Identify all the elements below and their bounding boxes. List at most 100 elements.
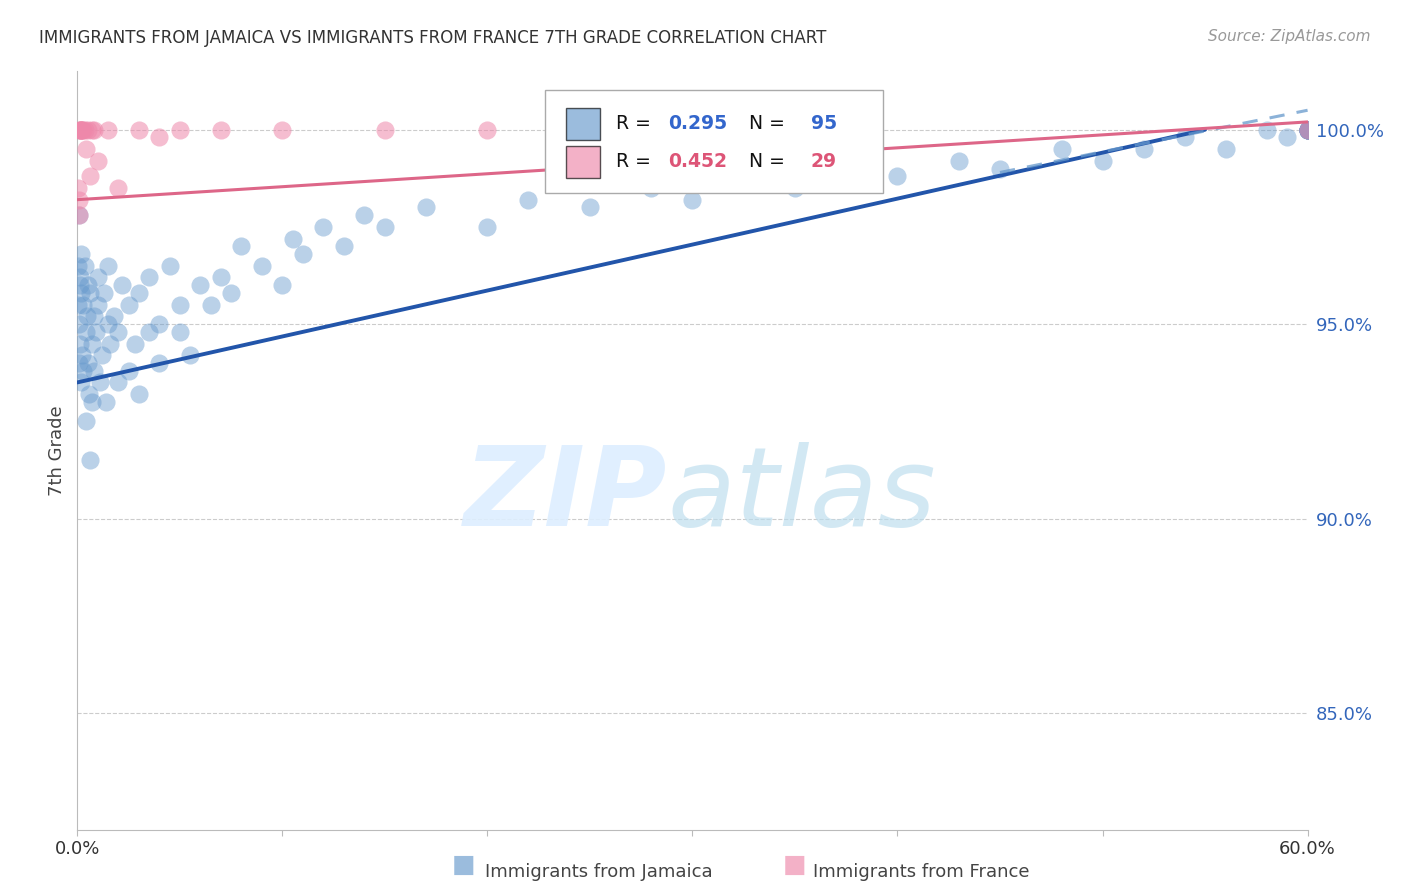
Point [103, 310, 125, 324]
Point [80, 395, 103, 409]
Point [477, 122, 499, 136]
Point [886, 169, 908, 184]
Point [353, 208, 375, 222]
Point [67, 317, 90, 331]
Point [97, 317, 120, 331]
Point [84, 325, 107, 339]
Point [281, 231, 304, 245]
Point [79, 285, 101, 300]
Point [517, 193, 540, 207]
Point [107, 325, 129, 339]
Point [75, 325, 97, 339]
Point [138, 325, 160, 339]
Point [1296, 122, 1319, 136]
Point [69, 270, 91, 285]
Point [1296, 122, 1319, 136]
Point [67, 193, 90, 207]
Point [148, 130, 170, 145]
Point [76, 278, 98, 293]
Point [148, 317, 170, 331]
Point [374, 122, 396, 136]
FancyBboxPatch shape [546, 90, 883, 193]
Point [1132, 142, 1154, 156]
Point [1296, 122, 1319, 136]
Text: atlas: atlas [668, 442, 936, 549]
Point [209, 122, 232, 136]
Point [87, 270, 110, 285]
Point [79, 169, 101, 184]
Point [72, 348, 94, 362]
Point [73, 122, 96, 136]
Point [72, 364, 94, 378]
Text: N =: N = [737, 152, 790, 171]
Point [948, 153, 970, 168]
Point [291, 247, 314, 261]
Point [70, 376, 93, 390]
Point [69, 278, 91, 293]
Point [75, 414, 97, 428]
Point [80, 122, 103, 136]
Point [209, 270, 232, 285]
Point [67, 356, 90, 370]
Point [67, 259, 90, 273]
Point [415, 201, 437, 215]
Point [83, 364, 105, 378]
Text: ZIP: ZIP [464, 442, 668, 549]
Point [271, 278, 294, 293]
Point [1296, 122, 1319, 136]
Point [1174, 130, 1197, 145]
Point [169, 325, 191, 339]
Point [111, 278, 134, 293]
Point [640, 181, 662, 195]
Point [219, 285, 242, 300]
Text: ■: ■ [453, 854, 475, 878]
Point [128, 285, 150, 300]
Point [783, 181, 806, 195]
FancyBboxPatch shape [565, 145, 600, 178]
Point [477, 219, 499, 234]
Point [98, 336, 121, 351]
Point [77, 387, 100, 401]
Point [70, 122, 93, 136]
Point [250, 259, 273, 273]
Text: N =: N = [737, 114, 790, 133]
Text: ■: ■ [783, 854, 806, 878]
Point [179, 348, 201, 362]
Point [271, 122, 294, 136]
Point [188, 278, 212, 293]
Point [70, 285, 93, 300]
Point [200, 298, 222, 312]
Y-axis label: 7th Grade: 7th Grade [48, 405, 66, 496]
Point [73, 259, 96, 273]
Point [67, 298, 90, 312]
Point [1091, 153, 1114, 168]
Point [1296, 122, 1319, 136]
Text: 0.452: 0.452 [668, 152, 727, 171]
Point [1275, 130, 1298, 145]
Point [124, 336, 146, 351]
Point [72, 122, 94, 136]
Point [845, 161, 868, 176]
Point [682, 193, 704, 207]
Point [69, 122, 91, 136]
Point [69, 336, 91, 351]
Point [159, 259, 181, 273]
Text: Immigrants from Jamaica: Immigrants from Jamaica [485, 863, 713, 881]
Point [1256, 122, 1278, 136]
Text: Source: ZipAtlas.com: Source: ZipAtlas.com [1208, 29, 1371, 44]
Point [76, 310, 98, 324]
Point [169, 298, 191, 312]
Point [97, 259, 120, 273]
Point [1296, 122, 1319, 136]
Point [148, 356, 170, 370]
Point [67, 181, 90, 195]
Text: 95: 95 [811, 114, 837, 133]
Point [83, 122, 105, 136]
Point [72, 122, 94, 136]
Point [70, 122, 93, 136]
Point [1215, 142, 1237, 156]
Point [374, 219, 396, 234]
Point [1296, 122, 1319, 136]
Point [117, 364, 139, 378]
Point [70, 247, 93, 261]
